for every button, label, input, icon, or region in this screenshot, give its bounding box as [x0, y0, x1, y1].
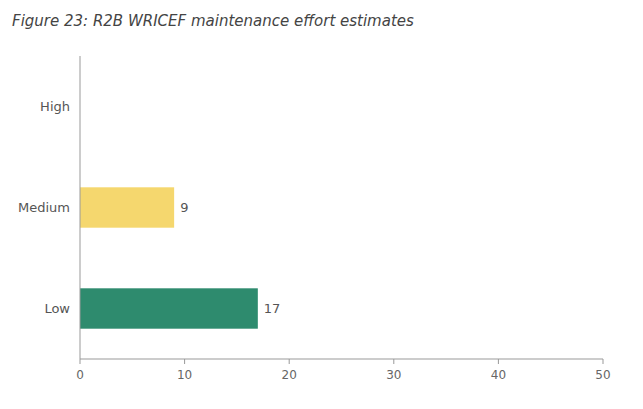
- x-tick: [80, 359, 81, 364]
- y-tick-label: High: [40, 99, 70, 114]
- x-tick-label: 50: [595, 368, 610, 382]
- bars: [80, 187, 258, 328]
- x-tick: [184, 359, 185, 364]
- x-tick: [393, 359, 394, 364]
- chart: Figure 23: R2B WRICEF maintenance effort…: [0, 0, 643, 409]
- y-tick-label: Medium: [18, 200, 70, 215]
- y-tick-label: Low: [44, 301, 70, 316]
- x-tick: [498, 359, 499, 364]
- x-tick-label: 30: [386, 368, 401, 382]
- x-tick-label: 40: [491, 368, 506, 382]
- x-axis-line: [80, 359, 603, 360]
- bar: [80, 288, 258, 328]
- x-tick: [603, 359, 604, 364]
- x-tick-label: 10: [177, 368, 192, 382]
- x-tick: [289, 359, 290, 364]
- chart-container: Figure 23: R2B WRICEF maintenance effort…: [0, 0, 643, 409]
- data-label: 17: [264, 301, 281, 316]
- data-label: 9: [180, 200, 188, 215]
- chart-title: Figure 23: R2B WRICEF maintenance effort…: [12, 12, 414, 30]
- y-axis-line: [80, 56, 81, 359]
- x-tick-label: 20: [282, 368, 297, 382]
- bar: [80, 187, 174, 227]
- x-tick-label: 0: [76, 368, 84, 382]
